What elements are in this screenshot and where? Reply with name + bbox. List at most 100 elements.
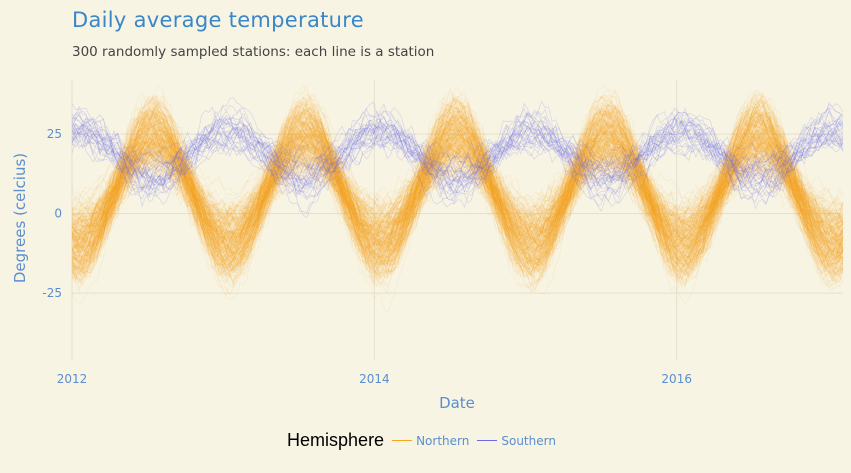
x-tick-label: 2014 [359, 372, 390, 386]
station-line [71, 136, 844, 251]
station-line [71, 138, 844, 259]
station-line [71, 132, 844, 265]
station-line [71, 93, 844, 266]
station-line [71, 108, 844, 210]
station-line [72, 145, 844, 230]
station-line [71, 140, 844, 223]
x-tick-label: 2012 [57, 372, 88, 386]
station-line [71, 95, 844, 257]
station-line [71, 98, 844, 260]
station-line [71, 99, 844, 249]
station-line [71, 106, 844, 283]
station-line [71, 117, 844, 238]
station-line [71, 115, 844, 250]
station-line [71, 157, 844, 244]
station-line [71, 101, 844, 273]
station-line [71, 156, 844, 265]
legend-key-northern [392, 440, 413, 441]
station-line [71, 94, 844, 263]
station-line [71, 156, 844, 252]
station-line [71, 162, 844, 241]
station-line [71, 131, 844, 277]
station-line [71, 128, 844, 257]
station-line [71, 156, 844, 235]
gridlines [71, 80, 843, 360]
station-line [71, 109, 844, 280]
station-line [71, 124, 844, 236]
x-tick-label: 2016 [661, 372, 692, 386]
station-line [71, 125, 844, 227]
station-line [71, 122, 844, 229]
station-line [71, 126, 844, 182]
station-line [71, 148, 844, 233]
station-line [71, 155, 844, 235]
station-line [71, 127, 844, 266]
station-line [71, 115, 844, 192]
station-line [71, 104, 844, 258]
station-line [71, 115, 844, 263]
station-line [71, 128, 844, 232]
station-line [71, 128, 844, 241]
station-line [71, 141, 844, 248]
station-line [71, 129, 844, 244]
station-line [71, 138, 844, 250]
station-line [71, 110, 844, 295]
station-line [71, 129, 844, 242]
station-line [71, 108, 844, 241]
station-line [71, 128, 844, 257]
station-line [72, 131, 844, 268]
station-line [71, 97, 844, 272]
station-line [71, 133, 844, 241]
y-tick-label: 25 [47, 127, 62, 141]
station-line [71, 85, 844, 258]
station-line [71, 127, 844, 173]
station-line [71, 121, 844, 251]
station-line [71, 149, 844, 226]
station-line [71, 117, 844, 256]
station-line [71, 150, 844, 235]
station-line [71, 89, 844, 271]
station-line [71, 115, 844, 253]
station-line [71, 148, 844, 239]
station-line [71, 136, 844, 248]
series-southern [71, 97, 844, 219]
station-line [71, 132, 844, 240]
station-line [71, 114, 844, 253]
station-line [71, 100, 844, 191]
station-line [71, 104, 844, 266]
station-line [71, 115, 844, 240]
station-line [71, 148, 844, 235]
station-line [71, 93, 844, 254]
station-line [71, 106, 844, 280]
station-line [71, 125, 844, 246]
station-line [71, 109, 844, 262]
station-line [71, 121, 844, 234]
station-line [71, 120, 844, 288]
station-line [71, 153, 844, 236]
station-line [71, 105, 844, 186]
station-line [71, 114, 844, 266]
station-line [71, 99, 844, 275]
station-line [71, 149, 844, 251]
station-line [71, 117, 844, 229]
axis-ticks: -25 0 25 2012 2014 2016 [42, 127, 692, 386]
station-line [71, 122, 844, 176]
station-line [71, 100, 844, 269]
station-line [71, 105, 844, 272]
station-line [71, 150, 844, 252]
series-northern [71, 83, 844, 314]
legend: Hemisphere Northern Southern [0, 430, 851, 451]
station-line [71, 108, 844, 286]
station-line [71, 151, 844, 252]
station-line [71, 138, 844, 284]
station-line [71, 97, 844, 266]
station-line [71, 111, 844, 270]
station-line [71, 122, 844, 264]
station-line [71, 139, 844, 226]
station-line [71, 102, 844, 260]
station-line [71, 133, 844, 180]
station-line [71, 132, 844, 176]
station-line [71, 135, 844, 256]
station-line [71, 136, 844, 254]
